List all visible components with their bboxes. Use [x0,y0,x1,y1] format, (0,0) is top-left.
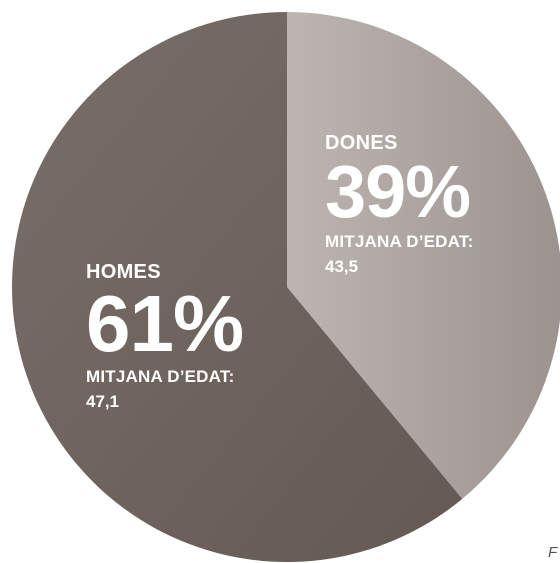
pie-slice-homes [11,12,463,562]
slice-age-value-dones: 43,5 [325,257,359,276]
pie-slice-dones [287,12,560,499]
slice-percent-homes: 61% [86,279,244,368]
slice-category-homes: HOMES [86,261,161,283]
slice-age-title-homes: MITJANA D’EDAT: [86,367,235,386]
slice-label-dones: DONES 39% MITJANA D’EDAT: 43,5 [325,133,473,275]
slice-label-homes: HOMES 61% MITJANA D’EDAT: 47,1 [86,261,244,411]
corner-text-fragment: F [548,544,558,561]
slice-percent-dones: 39% [325,150,471,233]
slice-age-title-dones: MITJANA D’EDAT: [325,232,474,251]
slice-category-dones: DONES [325,132,398,154]
slice-age-value-homes: 47,1 [86,392,120,411]
